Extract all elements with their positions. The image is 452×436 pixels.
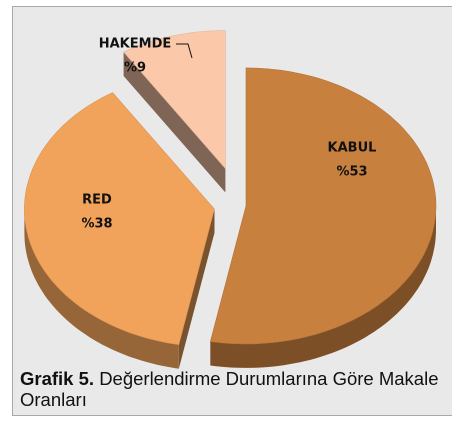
caption: Grafik 5. Değerlendirme Durumlarına Göre…	[20, 368, 452, 410]
slice-value-label: %9	[124, 61, 146, 76]
slice-label: HAKEMDE	[99, 37, 172, 52]
slice	[123, 30, 226, 170]
leader-line	[176, 43, 193, 59]
slice-label: KABUL	[328, 141, 377, 156]
caption-label: Grafik 5.	[20, 368, 95, 389]
pie-tops	[24, 30, 437, 346]
slice-value-label: %53	[336, 165, 367, 180]
slice-label: RED	[82, 193, 112, 208]
caption-text: Değerlendirme Durumlarına Göre Makale Or…	[20, 368, 439, 410]
slice	[24, 92, 215, 346]
slice-side	[24, 209, 179, 369]
slice-wall	[178, 209, 215, 369]
slice-value-label: %38	[81, 217, 112, 232]
slice-wall	[123, 52, 226, 193]
slice-side	[210, 205, 436, 368]
slice	[210, 67, 437, 345]
